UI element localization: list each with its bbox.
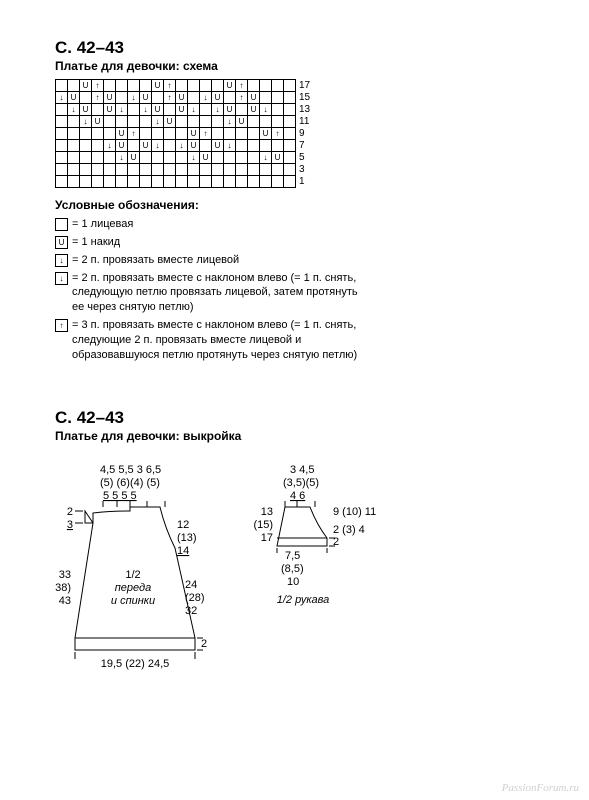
slv-bl-a: 7,5 (285, 550, 300, 562)
slv-label: 1/2 рукава (277, 594, 330, 606)
slv-top1: 3 4,5 (290, 464, 314, 476)
body-rm-c: 32 (185, 605, 197, 617)
slv-l-b: (15) (253, 519, 273, 531)
watermark: PassionForum.ru (502, 782, 579, 794)
body-lt-b: 3 (67, 519, 73, 531)
legend-title: Условные обозначения: (55, 198, 535, 212)
legend: = 1 лицевая U= 1 накид ↓= 2 п. провязать в… (55, 217, 535, 363)
slv-l-c: 17 (261, 532, 273, 544)
body-rm-a: 24 (185, 579, 197, 591)
section2-heading: С. 42–43 (55, 408, 535, 428)
legend-item: ↓= 2 п. провязать вместе с наклоном влев… (55, 271, 535, 316)
legend-item: ↑= 3 п. провязать вместе с наклоном влев… (55, 318, 535, 363)
body-rt-b: (13) (177, 532, 197, 544)
knitting-chart: U↑U↑U↑17↓U↑U↓U↑U↓U↑U15↓UU↓↓UU↓↓UU↓13↓U↓U… (55, 79, 535, 188)
slv-l-a: 13 (261, 506, 273, 518)
pattern-diagram: 4,5 5,5 3 6,5 (5) (6)(4) (5) 5 5 5 5 2 3… (55, 453, 435, 673)
slv-top3: 4 6 (290, 490, 305, 502)
legend-item: = 1 лицевая (55, 217, 535, 232)
body-lm-a: 33 (59, 569, 71, 581)
slv-r-b: 2 (3) 4 (333, 524, 365, 536)
body-top1: 4,5 5,5 3 6,5 (100, 464, 161, 476)
body-rm-b: (28) (185, 592, 205, 604)
body-lm-c: 43 (59, 595, 71, 607)
section1-heading: С. 42–43 (55, 38, 535, 58)
body-lt-a: 2 (67, 506, 73, 518)
body-c-a: 1/2 (125, 569, 140, 581)
slv-bl-c: 10 (287, 576, 299, 588)
slv-bl-b: (8,5) (281, 563, 304, 575)
slv-r-a: 9 (10) 11 (333, 506, 376, 518)
body-c-c: и спинки (111, 595, 155, 607)
legend-item: ↓= 2 п. провязать вместе лицевой (55, 253, 535, 268)
body-br: 2 (201, 638, 207, 650)
body-rt-c: 14 (177, 545, 189, 557)
slv-top2: (3,5)(5) (283, 477, 319, 489)
body-rt-a: 12 (177, 519, 189, 531)
body-bottom: 19,5 (22) 24,5 (101, 658, 170, 670)
legend-item: U= 1 накид (55, 235, 535, 250)
body-top3: 5 5 5 5 (103, 490, 137, 502)
section1-subtitle: Платье для девочки: схема (55, 59, 535, 73)
section2-subtitle: Платье для девочки: выкройка (55, 429, 535, 443)
body-lm-b: (38) (55, 582, 71, 594)
body-top2: (5) (6)(4) (5) (100, 477, 160, 489)
body-c-b: переда (115, 582, 151, 594)
